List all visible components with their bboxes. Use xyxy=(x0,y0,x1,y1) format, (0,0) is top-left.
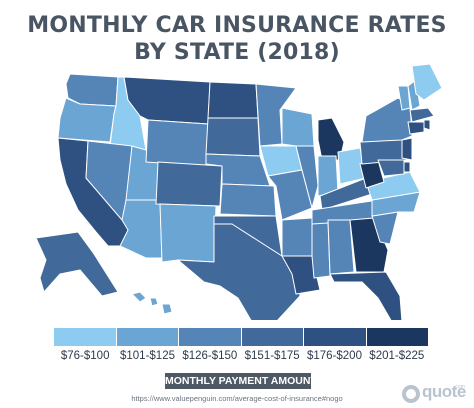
us-state-map xyxy=(35,63,443,320)
legend-title: MONTHLY PAYMENT AMOUNT xyxy=(165,373,317,389)
state-fl xyxy=(329,271,403,320)
state-co xyxy=(155,161,223,207)
state-al xyxy=(327,219,355,275)
state-sd xyxy=(205,117,261,157)
legend-color-bar xyxy=(54,328,428,346)
legend-label-3: $126-$150 xyxy=(182,350,238,362)
state-ks xyxy=(219,183,277,217)
state-wi xyxy=(281,107,315,147)
map-title: MONTHLY CAR INSURANCE RATES BY STATE (20… xyxy=(0,12,474,66)
state-ms xyxy=(311,217,331,279)
quote-logo-icon xyxy=(402,385,420,403)
quote-logo-sub: .com xyxy=(454,384,465,390)
state-ar xyxy=(281,217,313,257)
quote-logo-text: quote xyxy=(422,382,466,401)
state-vt xyxy=(397,85,411,111)
state-ak xyxy=(35,231,119,297)
state-ma xyxy=(409,107,435,123)
state-la xyxy=(281,255,321,295)
state-ri xyxy=(423,119,431,131)
state-ny xyxy=(361,97,413,143)
legend-labels: $76-$100 $101-$125 $126-$150 $151-$175 $… xyxy=(54,350,428,362)
legend-label-4: $151-$175 xyxy=(244,350,300,362)
state-mo xyxy=(267,169,313,221)
legend-swatch-5 xyxy=(304,328,367,346)
quote-logo: quote .com xyxy=(402,382,470,406)
state-de xyxy=(403,161,411,173)
legend-label-1: $76-$100 xyxy=(60,350,110,362)
legend-swatch-3 xyxy=(179,328,242,346)
legend-swatch-2 xyxy=(116,328,179,346)
state-nj xyxy=(401,137,413,161)
state-hi xyxy=(131,291,173,315)
state-wy xyxy=(145,119,209,167)
legend-label-2: $101-$125 xyxy=(119,350,175,362)
state-nm xyxy=(159,203,217,263)
state-ct xyxy=(407,121,425,135)
state-me xyxy=(411,63,443,101)
state-mn xyxy=(255,83,297,147)
title-line-1: MONTHLY CAR INSURANCE RATES xyxy=(27,13,447,38)
state-il xyxy=(295,145,319,209)
title-line-2: BY STATE (2018) xyxy=(134,40,340,65)
state-md xyxy=(377,159,405,177)
legend-label-5: $176-$200 xyxy=(306,350,362,362)
legend-swatch-4 xyxy=(241,328,304,346)
legend-swatch-1 xyxy=(54,328,117,346)
state-nd xyxy=(207,81,259,119)
legend-label-6: $201-$225 xyxy=(369,350,425,362)
source-url: https://www.valuepenguin.com/average-cos… xyxy=(131,394,343,403)
legend-swatch-6 xyxy=(366,328,428,346)
